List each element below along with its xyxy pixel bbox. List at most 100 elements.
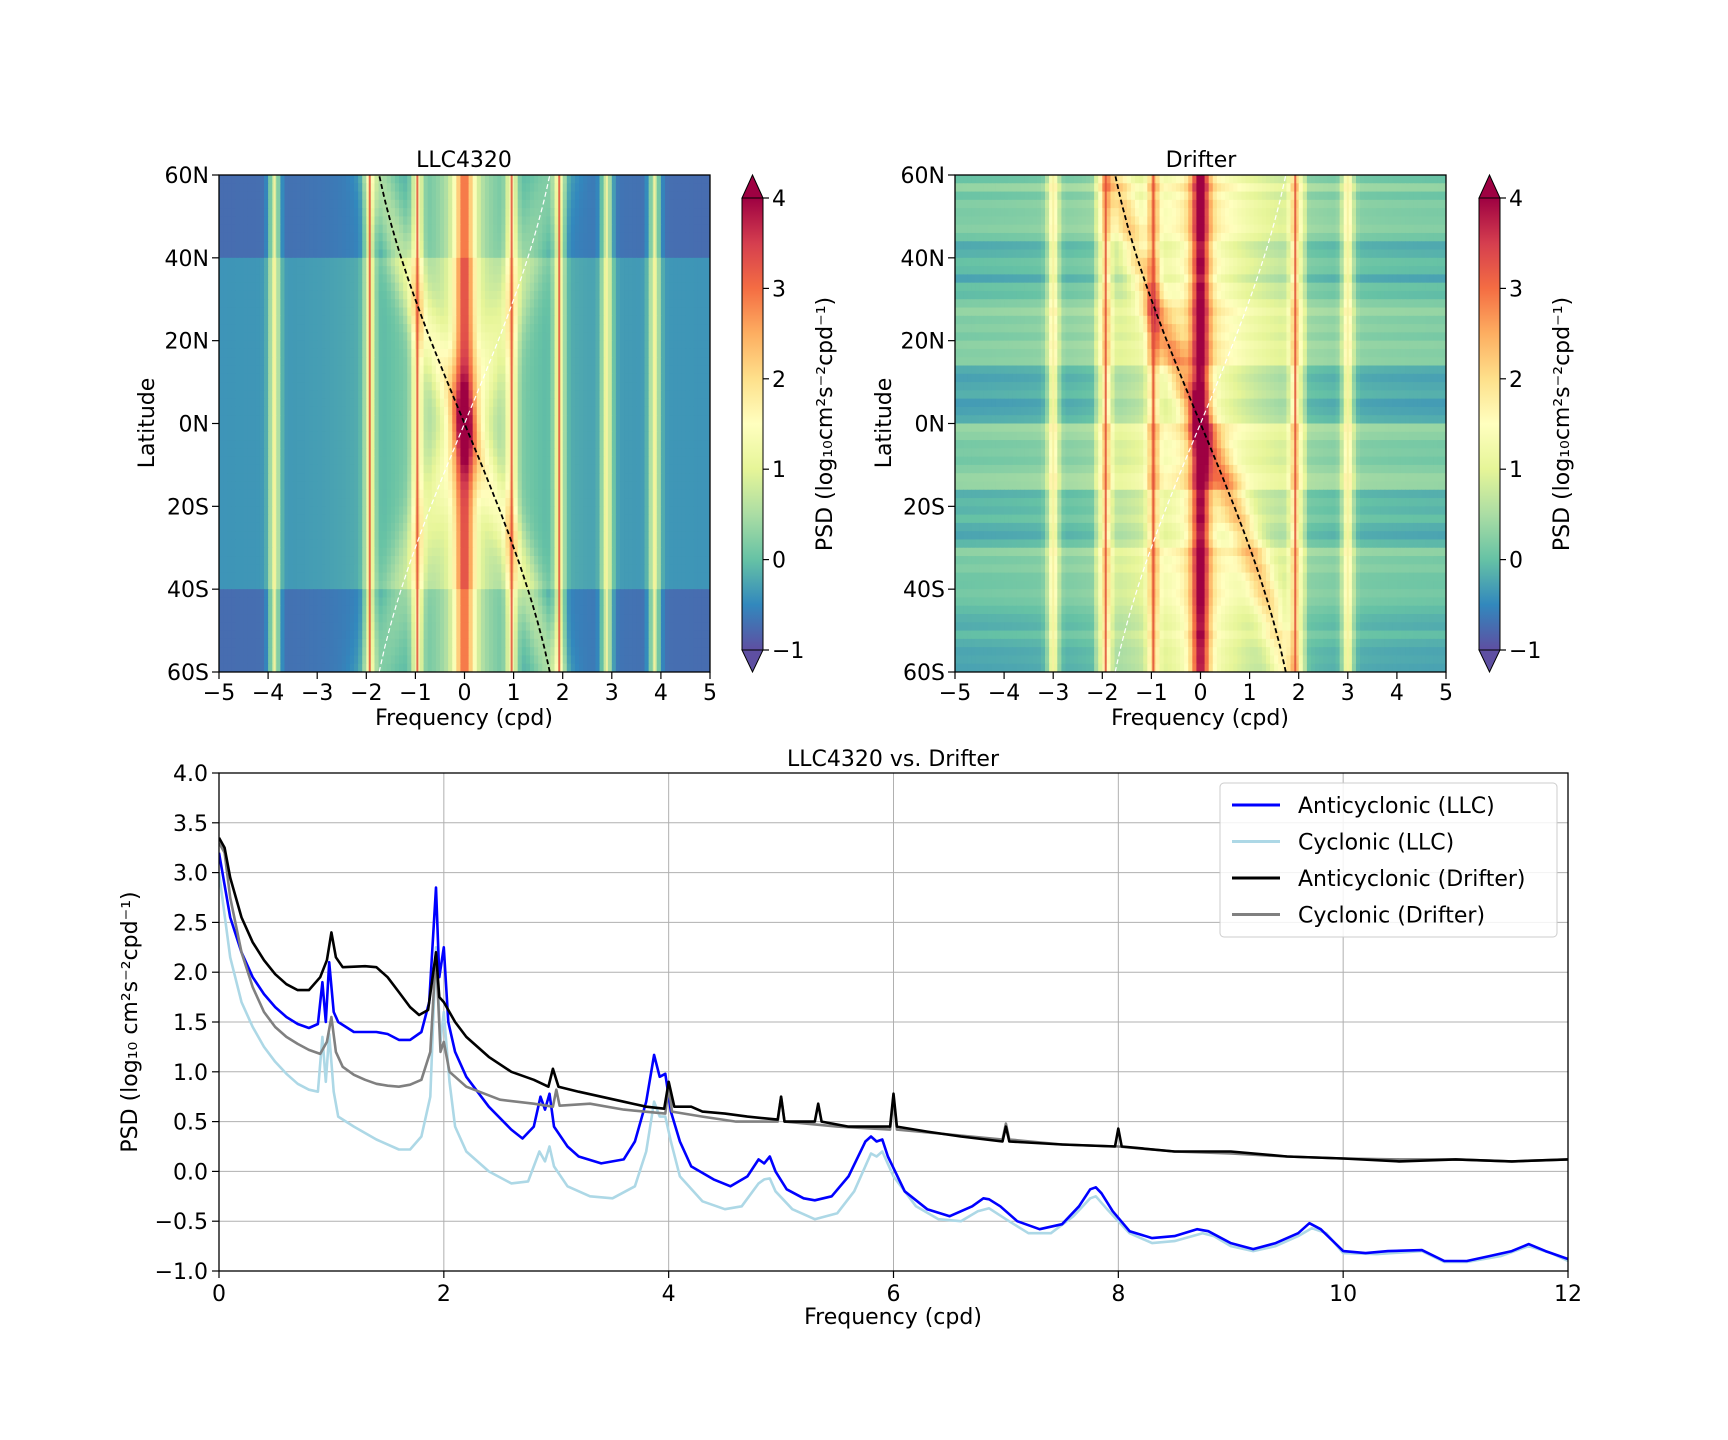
heatmap-cell (321, 373, 326, 383)
heatmap-cell (468, 456, 474, 466)
heatmap-cell (390, 406, 396, 416)
heatmap-cell (480, 282, 486, 292)
heatmap-cell (460, 431, 466, 441)
heatmap-cell (358, 514, 363, 524)
heatmap-cell (219, 431, 224, 441)
heatmap-cell (693, 415, 699, 425)
heatmap-cell (521, 282, 527, 292)
heatmap-cell (529, 440, 535, 449)
heatmap-cell (624, 464, 629, 474)
heatmap-cell (296, 464, 302, 474)
heatmap-cell (566, 290, 572, 300)
heatmap-cell (468, 357, 474, 367)
heatmap-cell (701, 406, 707, 416)
heatmap-cell (685, 224, 691, 234)
heatmap-cell (264, 199, 269, 209)
heatmap-cell (705, 274, 710, 284)
heatmap-cell (378, 464, 384, 474)
heatmap-cell (619, 208, 625, 218)
heatmap-cell (546, 232, 552, 242)
heatmap-cell (386, 216, 392, 226)
heatmap-cell (243, 307, 249, 317)
heatmap-cell (534, 340, 539, 350)
heatmap-cell (587, 232, 592, 242)
heatmap-cell (313, 448, 318, 458)
heatmap-cell (374, 224, 380, 234)
heatmap-cell (284, 266, 290, 275)
heatmap-cell (337, 324, 343, 333)
heatmap-cell (521, 290, 527, 300)
heatmap-cell (231, 473, 236, 483)
heatmap-cell (325, 489, 331, 499)
heatmap-cell (378, 514, 384, 524)
heatmap-cell (632, 440, 637, 449)
heatmap-cell (223, 440, 228, 449)
heatmap-cell (403, 506, 408, 516)
heatmap-cell (231, 274, 236, 284)
heatmap-cell (276, 365, 281, 375)
heatmap-cell (574, 282, 580, 292)
heatmap-cell (321, 183, 326, 193)
heatmap-cell (427, 357, 433, 367)
heatmap-cell (566, 224, 572, 234)
heatmap-cell (366, 514, 371, 524)
heatmap-cell (693, 440, 699, 449)
heatmap-cell (476, 390, 482, 400)
heatmap-cell (345, 365, 351, 375)
heatmap-cell (227, 357, 232, 367)
heatmap-cell (366, 175, 371, 184)
heatmap-cell (268, 299, 273, 309)
heatmap-cell (554, 232, 560, 242)
heatmap-cell (304, 266, 310, 275)
heatmap-cell (288, 175, 294, 184)
heatmap-cell (333, 266, 339, 275)
heatmap-cell (697, 340, 703, 350)
heatmap-cell (354, 390, 359, 400)
heatmap-cell (358, 456, 363, 466)
heatmap-cell (427, 481, 433, 491)
heatmap-cell (566, 373, 572, 383)
heatmap-cell (378, 241, 384, 251)
heatmap-cell (313, 282, 318, 292)
heatmap-cell (538, 241, 543, 251)
heatmap-cell (689, 365, 695, 375)
heatmap-cell (247, 498, 253, 507)
heatmap-cell (456, 340, 462, 350)
heatmap-cell (648, 456, 654, 466)
heatmap-cell (370, 315, 376, 325)
heatmap-cell (599, 365, 605, 375)
heatmap-cell (227, 489, 232, 499)
heatmap-cell (660, 191, 666, 201)
heatmap-cell (669, 232, 674, 242)
heatmap-cell (464, 332, 470, 342)
heatmap-cell (570, 232, 576, 242)
heatmap-cell (349, 415, 355, 425)
heatmap-cell (464, 183, 470, 193)
heatmap-cell (660, 365, 666, 375)
heatmap-cell (407, 390, 412, 400)
heatmap-cell (587, 390, 592, 400)
heatmap-cell (448, 332, 453, 342)
heatmap-cell (669, 175, 674, 184)
heatmap-cell (370, 373, 376, 383)
heatmap-cell (464, 175, 470, 184)
heatmap-cell (288, 191, 294, 201)
heatmap-cell (648, 232, 654, 242)
heatmap-cell (386, 199, 392, 209)
heatmap-cell (358, 440, 363, 449)
heatmap-cell (255, 415, 261, 425)
heatmap-cell (484, 232, 490, 242)
heatmap-cell (341, 415, 347, 425)
heatmap-cell (411, 183, 416, 193)
heatmap-cell (247, 357, 253, 367)
heatmap-cell (656, 208, 662, 218)
heatmap-cell (607, 489, 613, 499)
heatmap-cell (321, 191, 326, 201)
heatmap-cell (280, 249, 286, 259)
heatmap-cell (460, 473, 466, 483)
heatmap-cell (317, 332, 322, 342)
heatmap-cell (476, 191, 482, 201)
heatmap-cell (325, 456, 331, 466)
heatmap-cell (431, 382, 437, 391)
heatmap-cell (669, 489, 674, 499)
